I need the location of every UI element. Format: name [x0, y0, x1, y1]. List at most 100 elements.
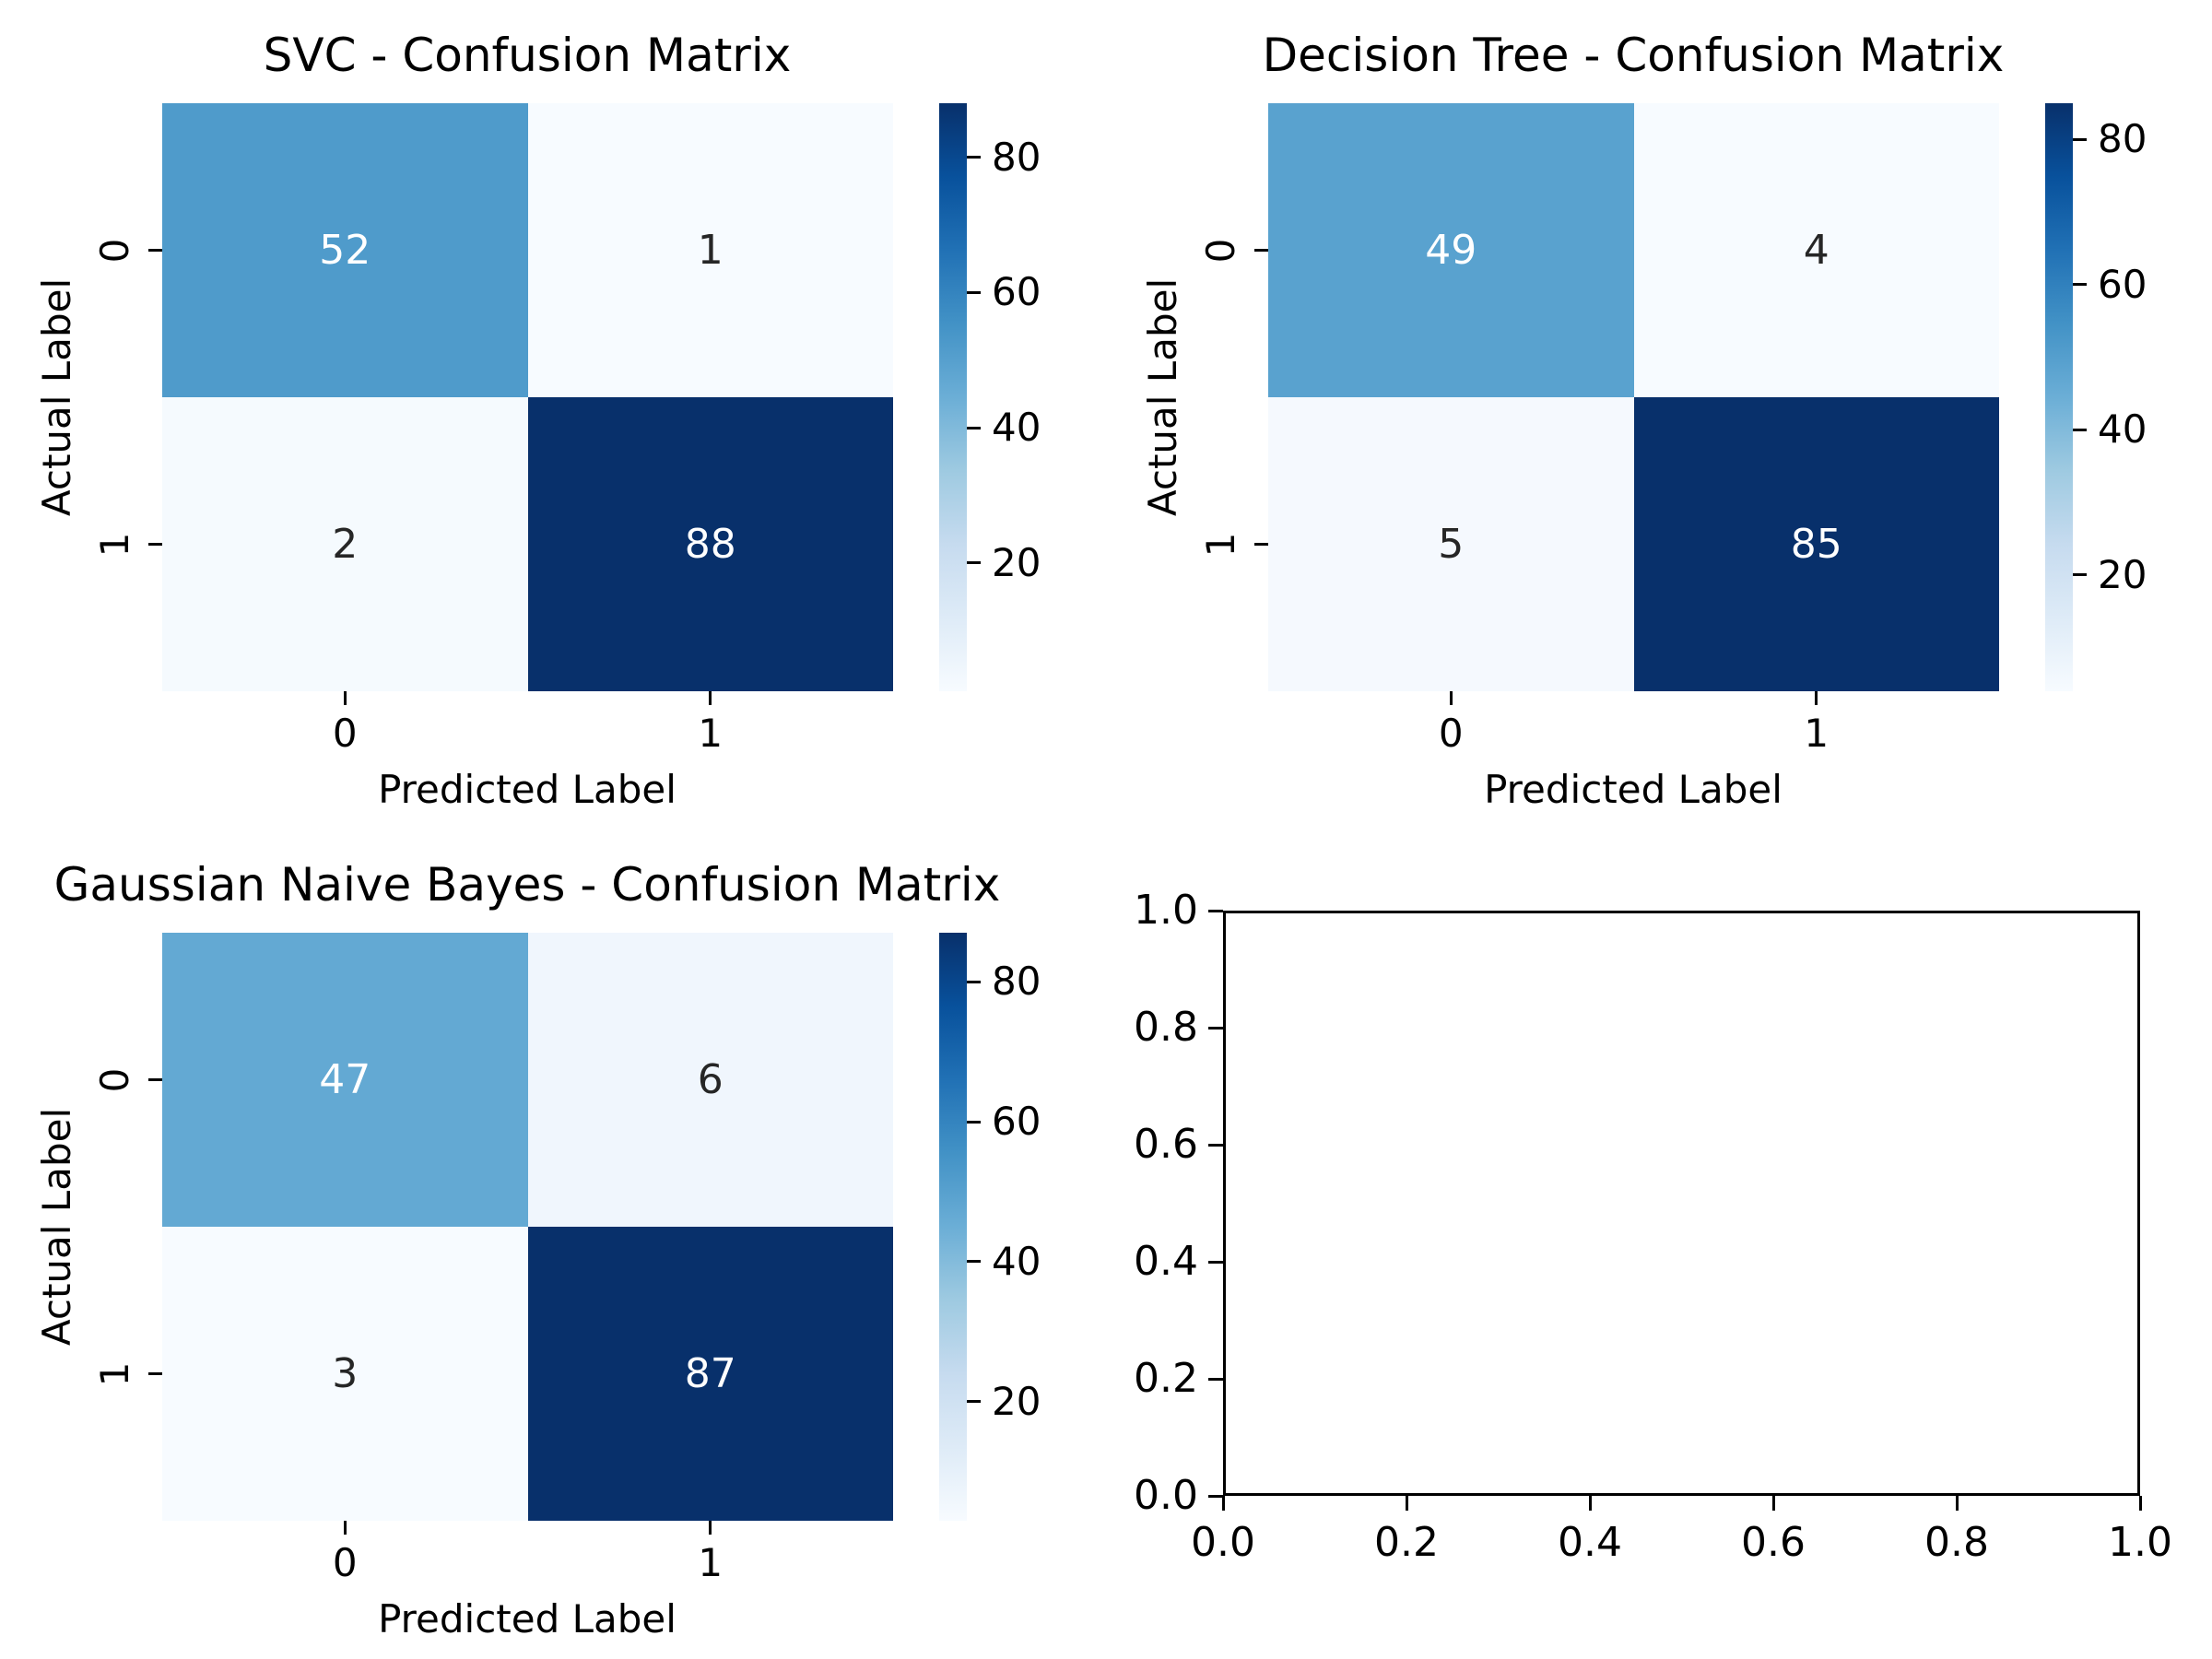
x-axis-label: Predicted Label	[378, 767, 677, 812]
subplot-gaussian-naive-bayes-confusion-matrix: Gaussian Naive Bayes - Confusion Matrix 4…	[0, 830, 1106, 1659]
colorbar	[2045, 103, 2073, 691]
colorbar-tick-mark	[967, 156, 981, 159]
x-tick-label: 0.4	[1558, 1519, 1622, 1566]
x-tick-label: 0.8	[1924, 1519, 1989, 1566]
x-tick-mark	[1221, 1496, 1225, 1511]
y-tick-label: 0	[1198, 238, 1243, 263]
y-tick-label: 1	[92, 532, 137, 557]
colorbar-tick-label: 20	[2098, 551, 2147, 597]
heatmap-cell: 4	[1633, 103, 1999, 397]
y-tick-label: 0.4	[1134, 1238, 1198, 1285]
cell-value: 5	[1438, 521, 1465, 568]
y-tick-mark	[148, 249, 162, 252]
heatmap-cell: 87	[527, 1227, 893, 1521]
colorbar	[939, 103, 967, 691]
cell-value: 3	[332, 1350, 359, 1397]
y-tick-label: 1.0	[1134, 887, 1198, 934]
colorbar-tick-mark	[2073, 137, 2087, 141]
colorbar-tick-mark	[967, 561, 981, 565]
colorbar-tick-mark	[967, 1260, 981, 1264]
heatmap-cell: 88	[527, 397, 893, 691]
x-tick-label: 1	[698, 711, 724, 756]
x-tick-mark	[1588, 1496, 1592, 1511]
colorbar-tick-label: 20	[992, 1378, 1041, 1424]
x-tick-mark	[343, 691, 347, 705]
x-tick-label: 1	[698, 1540, 724, 1585]
y-axis-label: Actual Label	[34, 277, 79, 517]
x-tick-label: 0	[332, 711, 358, 756]
y-tick-mark	[148, 543, 162, 546]
colorbar-tick-mark	[2073, 428, 2087, 431]
colorbar-tick-label: 60	[992, 269, 1041, 315]
x-tick-mark	[1449, 691, 1453, 705]
subplot-empty-axes: 0.0 0.2 0.4 0.6 0.8 1.0 0.0 0.2 0.4 0.6 0.8 1.0	[1106, 830, 2212, 1659]
heatmap-cell: 2	[162, 397, 528, 691]
heatmap-cell: 47	[162, 933, 528, 1227]
heatmap-cell: 6	[527, 933, 893, 1227]
cell-value: 6	[697, 1056, 724, 1103]
colorbar-tick-label: 60	[2098, 261, 2147, 307]
colorbar-tick-mark	[967, 1400, 981, 1404]
x-tick-mark	[1955, 1496, 1959, 1511]
x-tick-label: 0.6	[1741, 1519, 1806, 1566]
y-tick-mark	[1208, 1260, 1223, 1264]
colorbar-tick-mark	[967, 290, 981, 294]
x-tick-label: 0.0	[1191, 1519, 1255, 1566]
x-tick-mark	[709, 1521, 712, 1535]
x-axis-label: Predicted Label	[1484, 767, 1783, 812]
heatmap-cell: 52	[162, 103, 528, 397]
x-tick-mark	[1405, 1496, 1408, 1511]
y-tick-mark	[1208, 1143, 1223, 1147]
x-tick-label: 1	[1804, 711, 1830, 756]
heatmap-cell: 3	[162, 1227, 528, 1521]
axes-frame	[1223, 911, 2140, 1496]
chart-title: Gaussian Naive Bayes - Confusion Matrix	[53, 858, 1001, 912]
cell-value: 49	[1425, 227, 1477, 274]
cell-value: 2	[332, 521, 359, 568]
x-tick-mark	[1771, 1496, 1775, 1511]
y-tick-label: 1	[1198, 532, 1243, 557]
y-tick-label: 0.6	[1134, 1121, 1198, 1168]
y-tick-mark	[148, 1078, 162, 1081]
y-tick-label: 0	[92, 1067, 137, 1092]
colorbar-tick-label: 80	[2098, 116, 2147, 162]
chart-title: Decision Tree - Confusion Matrix	[1262, 29, 2005, 82]
cell-value: 1	[697, 227, 724, 274]
y-tick-mark	[1254, 249, 1268, 252]
heatmap-cell: 1	[527, 103, 893, 397]
y-tick-label: 1	[92, 1361, 137, 1386]
cell-value: 4	[1803, 227, 1830, 274]
y-axis-label: Actual Label	[1140, 277, 1185, 517]
colorbar-tick-label: 40	[2098, 406, 2147, 453]
colorbar-tick-label: 40	[992, 1238, 1041, 1284]
y-tick-mark	[1254, 543, 1268, 546]
x-tick-mark	[343, 1521, 347, 1535]
colorbar-tick-label: 40	[992, 405, 1041, 450]
colorbar-tick-mark	[2073, 573, 2087, 577]
x-tick-mark	[2138, 1496, 2142, 1511]
colorbar-tick-mark	[2073, 283, 2087, 287]
cell-value: 47	[319, 1056, 371, 1103]
y-tick-label: 0.8	[1134, 1004, 1198, 1051]
colorbar-tick-label: 60	[992, 1099, 1041, 1145]
cell-value: 87	[684, 1350, 736, 1397]
x-tick-label: 0	[1438, 711, 1464, 756]
y-tick-mark	[1208, 909, 1223, 912]
colorbar	[939, 933, 967, 1521]
x-axis-label: Predicted Label	[378, 1596, 677, 1641]
x-tick-label: 1.0	[2108, 1519, 2172, 1566]
x-tick-label: 0	[332, 1540, 358, 1585]
chart-title: SVC - Confusion Matrix	[263, 29, 792, 82]
colorbar-tick-label: 80	[992, 959, 1041, 1005]
heatmap-cell: 49	[1268, 103, 1634, 397]
cell-value: 88	[684, 521, 736, 568]
y-axis-label: Actual Label	[34, 1107, 79, 1347]
subplot-decision-tree-confusion-matrix: Decision Tree - Confusion Matrix 49 4 5 85 0 1…	[1106, 0, 2212, 830]
y-tick-mark	[1208, 1026, 1223, 1030]
colorbar-tick-mark	[967, 426, 981, 429]
y-tick-mark	[148, 1372, 162, 1375]
y-tick-mark	[1208, 1494, 1223, 1498]
cell-value: 85	[1790, 521, 1842, 568]
y-tick-label: 0	[92, 238, 137, 263]
